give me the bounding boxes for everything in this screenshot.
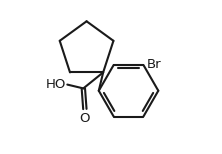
Text: HO: HO <box>46 78 67 91</box>
Text: O: O <box>80 112 90 125</box>
Text: Br: Br <box>147 58 161 71</box>
